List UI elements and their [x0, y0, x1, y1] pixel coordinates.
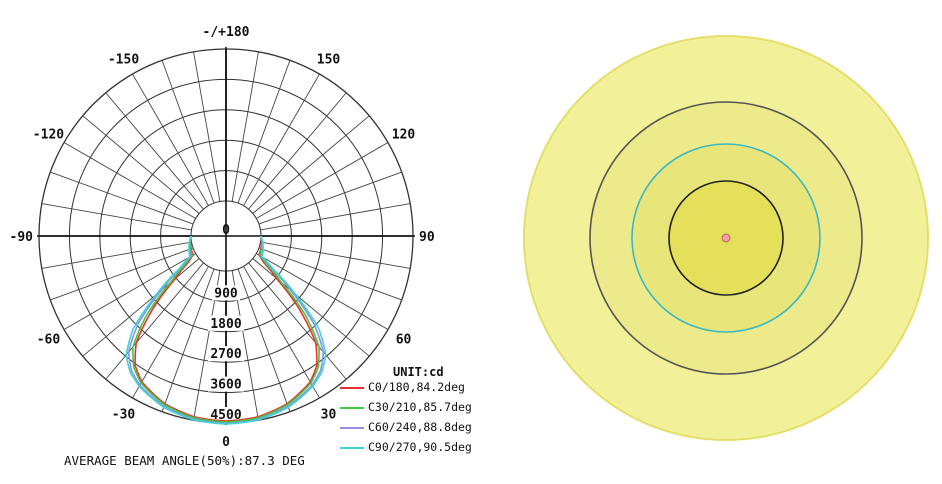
- polar-spoke: [132, 266, 209, 399]
- polar-spoke: [256, 253, 389, 330]
- radial-label-bg: [208, 407, 244, 422]
- series-line: [134, 235, 318, 422]
- center-marker: [721, 233, 731, 243]
- radial-tick-label: 1800: [210, 317, 241, 332]
- legend-entry: C30/210,85.7deg: [368, 400, 472, 414]
- polar-spoke: [50, 171, 194, 225]
- angle-label: 150: [317, 52, 341, 67]
- polar-spoke: [105, 92, 204, 210]
- polar-spoke: [248, 92, 347, 210]
- angle-label: -/+180: [203, 25, 250, 40]
- unit-label: UNIT:cd: [393, 365, 444, 379]
- radial-label-bg: [208, 346, 244, 362]
- polar-spoke: [41, 241, 192, 269]
- polar-spoke: [82, 115, 200, 214]
- angle-label: 0: [222, 435, 230, 450]
- polar-spoke: [193, 51, 221, 202]
- polar-spoke: [161, 60, 215, 204]
- polar-spoke: [237, 268, 291, 412]
- illuminance-ring-chart: [523, 35, 929, 441]
- legend-entry: C90/270,90.5deg: [368, 440, 472, 454]
- angle-label: 30: [321, 408, 337, 423]
- polar-spoke: [258, 171, 402, 225]
- polar-spoke: [252, 258, 370, 357]
- radial-tick-label: 900: [214, 286, 238, 301]
- polar-spoke: [105, 262, 204, 380]
- polar-spoke: [63, 253, 196, 330]
- polar-spoke: [50, 247, 194, 301]
- polar-spoke: [260, 241, 411, 269]
- polar-spoke: [63, 142, 196, 219]
- beam-angle-footer: AVERAGE BEAM ANGLE(50%):87.3 DEG: [64, 453, 305, 468]
- polar-spoke: [243, 73, 320, 206]
- polar-spoke: [231, 51, 259, 202]
- radial-tick-label: 2700: [210, 347, 241, 362]
- radial-label-bg: [208, 315, 244, 331]
- polar-spoke: [237, 60, 291, 204]
- polar-spoke: [260, 203, 411, 231]
- angle-label: -120: [33, 128, 64, 143]
- polar-spoke: [41, 203, 192, 231]
- legend: C0/180,84.2deg C30/210,85.7deg C60/240,88.…: [340, 380, 472, 454]
- series-line: [125, 235, 327, 425]
- radial-label-bg: [208, 376, 244, 392]
- polar-spoke: [161, 268, 215, 412]
- angle-label: 90: [419, 230, 435, 245]
- angle-label: -90: [10, 230, 34, 245]
- polar-spoke: [82, 258, 200, 357]
- radial-tick-label: 3600: [210, 378, 241, 393]
- polar-spoke: [132, 73, 209, 206]
- legend-entry: C60/240,88.8deg: [368, 420, 472, 434]
- angle-label: -30: [112, 408, 136, 423]
- radial-tick-label: 0: [222, 223, 230, 238]
- angle-label: 60: [396, 333, 412, 348]
- polar-spoke: [252, 115, 370, 214]
- angle-label: -150: [108, 52, 139, 67]
- polar-spoke: [256, 142, 389, 219]
- radial-tick-label: 4500: [210, 408, 241, 423]
- series-line: [132, 235, 320, 423]
- legend-entry: C0/180,84.2deg: [368, 380, 465, 394]
- polar-spoke: [248, 262, 347, 380]
- radial-label-bg: [212, 285, 240, 301]
- angle-label: -60: [37, 333, 61, 348]
- angle-label: 120: [392, 128, 416, 143]
- polar-spoke: [243, 266, 320, 399]
- polar-spoke: [258, 247, 402, 301]
